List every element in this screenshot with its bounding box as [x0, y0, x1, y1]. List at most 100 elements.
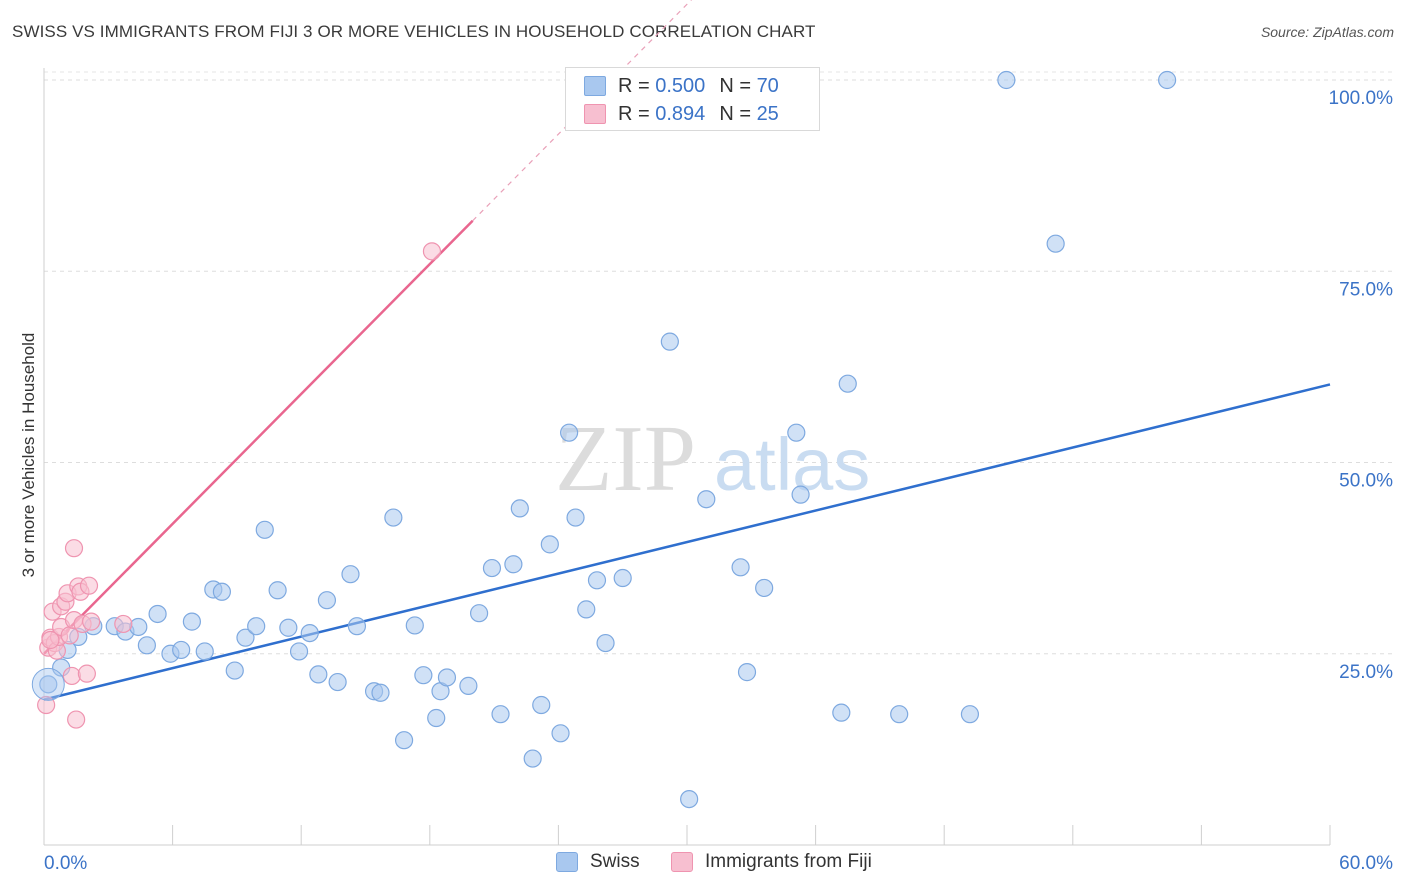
legend-item-swiss: Swiss	[556, 851, 640, 873]
swiss-point	[613, 568, 632, 588]
swiss-point	[317, 591, 337, 610]
swiss-point	[39, 675, 58, 694]
swiss-point	[540, 535, 559, 554]
swiss-point	[997, 70, 1016, 90]
swiss-point	[838, 374, 857, 393]
swiss-point	[225, 661, 244, 680]
y-tick-label: 100.0%	[1329, 88, 1394, 109]
swiss-point	[195, 642, 214, 661]
swiss-trendline	[43, 383, 1331, 701]
swiss-point	[510, 499, 529, 518]
swiss-point	[587, 571, 607, 590]
swiss-point	[523, 749, 542, 768]
legend-label-fiji: Immigrants from Fiji	[705, 851, 872, 872]
swiss-point	[551, 724, 570, 743]
swiss-point	[437, 668, 457, 687]
fiji-swatch	[584, 104, 606, 124]
x-tick-label: 0.0%	[44, 853, 87, 874]
swiss-point	[731, 558, 750, 577]
swiss-point	[491, 705, 510, 724]
legend-row-swiss: R = 0.500 N = 70	[584, 72, 779, 100]
swiss-point	[427, 708, 446, 728]
labels-layer: 25.0% 50.0% 75.0% 100.0% 0.0% 60.0%	[44, 88, 1393, 874]
swiss-point	[236, 628, 255, 647]
swiss-point	[504, 555, 523, 574]
fiji-point	[79, 576, 99, 595]
fiji-point	[41, 630, 60, 650]
y-axis-title: 3 or more Vehicles in Household	[19, 333, 38, 578]
swiss-point-large	[31, 667, 65, 701]
y-tick-label: 50.0%	[1339, 471, 1393, 492]
swiss-point	[289, 642, 309, 661]
fiji-point	[37, 695, 56, 715]
points-layer	[31, 70, 1177, 809]
swiss-point	[148, 604, 167, 624]
swiss-point	[371, 683, 390, 702]
correlation-legend: R = 0.500 N = 70 R = 0.894 N = 25	[565, 67, 820, 131]
legend-row-fiji: R = 0.894 N = 25	[584, 100, 779, 128]
fiji-point	[62, 666, 81, 686]
fiji-point	[64, 539, 84, 558]
swiss-point	[247, 617, 266, 636]
x-tick-label: 60.0%	[1339, 853, 1393, 874]
swiss-point	[755, 578, 774, 598]
swiss-point	[414, 666, 433, 685]
swiss-point	[791, 485, 810, 504]
chart-title: SWISS VS IMMIGRANTS FROM FIJI 3 OR MORE …	[12, 22, 816, 41]
n-value: 70	[756, 74, 779, 97]
swiss-point	[347, 617, 367, 636]
swiss-point	[268, 581, 287, 600]
swiss-swatch	[556, 852, 578, 872]
swiss-point	[482, 558, 502, 578]
legend-label-swiss: Swiss	[590, 851, 640, 872]
swiss-point	[405, 616, 424, 635]
source-credit: Source: ZipAtlas.com	[1260, 24, 1394, 40]
n-label: N =	[719, 74, 751, 97]
swiss-point	[890, 705, 909, 724]
swiss-point	[459, 676, 478, 695]
swiss-point	[300, 623, 319, 643]
fiji-point	[82, 612, 101, 631]
n-value: 25	[756, 102, 779, 125]
swiss-point	[680, 789, 699, 809]
swiss-point	[384, 508, 403, 527]
r-label: R =	[618, 102, 650, 125]
axes-layer	[43, 68, 1331, 846]
swiss-point	[960, 705, 980, 724]
r-value: 0.894	[655, 102, 706, 125]
swiss-swatch	[584, 76, 606, 96]
swiss-point	[279, 618, 298, 637]
fiji-swatch	[671, 852, 693, 872]
y-tick-label: 25.0%	[1339, 662, 1393, 683]
swiss-point	[255, 520, 274, 539]
swiss-point	[697, 490, 716, 509]
swiss-point	[341, 565, 360, 584]
swiss-point	[787, 423, 806, 442]
swiss-point	[566, 508, 585, 527]
swiss-point	[532, 695, 551, 715]
swiss-point	[560, 423, 579, 442]
r-label: R =	[618, 74, 650, 97]
legend-item-fiji: Immigrants from Fiji	[671, 851, 872, 873]
swiss-point	[309, 665, 328, 684]
swiss-point	[129, 617, 148, 637]
swiss-point	[182, 612, 201, 631]
swiss-point	[212, 582, 231, 601]
swiss-point	[577, 600, 596, 619]
y-tick-label: 75.0%	[1339, 279, 1393, 300]
n-label: N =	[719, 102, 751, 125]
swiss-point	[832, 703, 851, 722]
swiss-point	[172, 640, 191, 660]
swiss-point	[1158, 70, 1177, 90]
trend-layer	[43, 0, 1331, 701]
swiss-point	[328, 672, 347, 692]
grid-layer	[44, 71, 1392, 655]
fiji-point	[67, 710, 86, 729]
swiss-point	[1046, 234, 1065, 253]
swiss-point	[737, 663, 757, 682]
watermark-zip: ZIP	[555, 407, 696, 511]
swiss-point	[137, 636, 156, 655]
fiji-trendline	[43, 219, 474, 655]
series-legend: Swiss Immigrants from Fiji	[0, 851, 1406, 877]
